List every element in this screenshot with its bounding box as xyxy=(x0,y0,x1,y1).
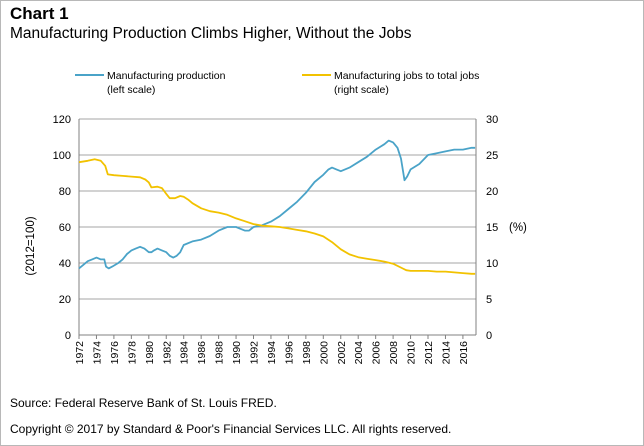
x-tick-label: 1978 xyxy=(126,341,138,365)
left-tick-label: 0 xyxy=(65,330,71,342)
left-axis-label: (2012=100) xyxy=(25,216,37,275)
legend-jobs-label: Manufacturing jobs to total jobs xyxy=(334,70,479,82)
x-tick-label: 1998 xyxy=(301,341,313,365)
x-tick-label: 2010 xyxy=(406,341,418,365)
left-tick-label: 100 xyxy=(53,150,71,162)
chart-area: Manufacturing production (left scale) Ma… xyxy=(25,70,527,364)
production-series-line xyxy=(78,139,476,270)
x-axis-ticks: 1972 1974 1976 1978 1980 1982 1984 1986 1988 1990… xyxy=(74,335,470,364)
chart-title: Manufacturing Production Climbs Higher, … xyxy=(10,25,412,42)
x-tick-label: 1996 xyxy=(283,341,295,365)
series-layer xyxy=(78,139,476,275)
x-tick-label: 1980 xyxy=(144,341,156,365)
right-axis-label: (%) xyxy=(509,222,527,234)
x-tick-label: 1986 xyxy=(196,341,208,365)
copyright-note: Copyright © 2017 by Standard & Poor's Fi… xyxy=(10,422,452,436)
left-axis-ticks: 0 20 40 60 80 100 120 xyxy=(53,114,71,342)
x-tick-label: 1984 xyxy=(179,341,191,365)
left-tick-label: 80 xyxy=(59,186,71,198)
x-tick-label: 2004 xyxy=(353,341,365,365)
x-tick-label: 2002 xyxy=(336,341,348,365)
right-axis-ticks: 0 5 10 15 20 25 30 xyxy=(486,114,498,342)
right-tick-label: 5 xyxy=(486,294,492,306)
left-tick-label: 40 xyxy=(59,258,71,270)
x-tick-label: 2006 xyxy=(371,341,383,365)
left-tick-label: 20 xyxy=(59,294,71,306)
x-tick-label: 1990 xyxy=(231,341,243,365)
x-tick-label: 1974 xyxy=(91,341,103,365)
x-tick-label: 2016 xyxy=(458,341,470,365)
left-tick-label: 120 xyxy=(53,114,71,126)
legend-production-label: Manufacturing production xyxy=(107,70,226,82)
x-tick-label: 1992 xyxy=(249,341,261,365)
x-tick-label: 1972 xyxy=(74,341,86,365)
right-tick-label: 0 xyxy=(486,330,492,342)
right-tick-label: 30 xyxy=(486,114,498,126)
x-tick-label: 2012 xyxy=(423,341,435,365)
jobs-series-line xyxy=(78,158,476,275)
right-tick-label: 20 xyxy=(486,186,498,198)
x-tick-label: 2014 xyxy=(440,341,452,365)
right-tick-label: 25 xyxy=(486,150,498,162)
legend-jobs-scale: (right scale) xyxy=(334,84,389,96)
legend-production-scale: (left scale) xyxy=(107,84,155,96)
source-note: Source: Federal Reserve Bank of St. Loui… xyxy=(10,396,277,410)
x-tick-label: 1988 xyxy=(214,341,226,365)
x-tick-label: 1976 xyxy=(109,341,121,365)
right-tick-label: 15 xyxy=(486,222,498,234)
right-tick-label: 10 xyxy=(486,258,498,270)
chart-label: Chart 1 xyxy=(10,4,69,23)
x-tick-label: 1982 xyxy=(161,341,173,365)
left-tick-label: 60 xyxy=(59,222,71,234)
x-tick-label: 1994 xyxy=(266,341,278,365)
x-tick-label: 2000 xyxy=(318,341,330,365)
x-tick-label: 2008 xyxy=(388,341,400,365)
